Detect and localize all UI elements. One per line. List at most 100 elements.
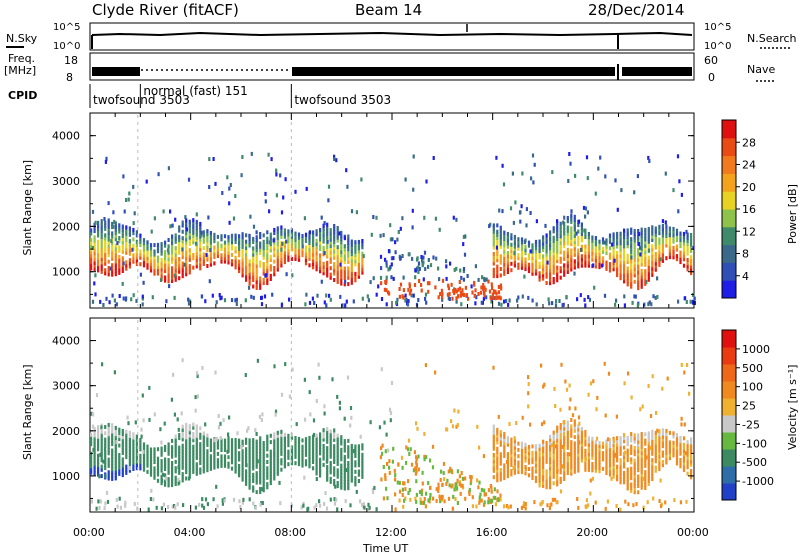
echo-cell [100,257,103,262]
echo-cell [218,293,221,297]
echo-cell [480,300,483,305]
echo-cell [463,252,467,257]
echo-cell [100,250,103,255]
echo-cell [160,449,163,454]
echo-cell [167,266,170,271]
echo-cell [647,302,650,307]
echo-cell [455,289,458,294]
echo-cell [195,446,198,451]
echo-cell [542,471,545,476]
echo-cell [269,254,272,259]
echo-cell [665,428,668,433]
echo-cell [209,259,212,264]
echo-cell [563,458,566,462]
echo-cell [350,209,354,214]
echo-cell [437,266,440,271]
echo-cell [647,472,650,477]
echo-cell [422,277,425,282]
echo-cell [545,239,548,244]
echo-cell [214,370,217,375]
echo-cell [255,241,258,246]
echo-cell [598,261,601,266]
echo-cell [577,452,580,457]
echo-cell [104,459,107,464]
echo-cell [234,246,237,251]
echo-cell [521,294,524,299]
echo-cell [91,246,94,250]
echo-cell [601,466,605,471]
echo-cell [121,269,124,273]
echo-cell [336,251,339,256]
echo-cell [312,453,315,458]
echo-cell [105,156,108,161]
echo-cell [255,270,258,275]
echo-cell [573,221,576,226]
echo-cell [287,455,290,460]
echo-cell [591,251,594,256]
echo-cell [682,235,686,240]
echo-cell [188,427,191,432]
echo-cell [156,255,160,260]
echo-cell [573,457,576,462]
echo-cell [326,471,329,476]
echo-cell [492,440,495,445]
echo-cell [171,256,174,261]
echo-cell [637,442,640,447]
echo-cell [615,298,618,303]
echo-cell [104,223,107,228]
echo-cell [616,474,619,479]
echo-cell [93,257,96,262]
echo-cell [234,441,237,446]
echo-cell [649,414,653,418]
echo-cell [451,296,454,301]
echo-cell [509,206,513,211]
echo-cell [121,428,124,433]
echo-cell [675,257,679,262]
echo-cell [241,442,244,447]
echo-cell [661,450,664,455]
echo-cell [668,229,671,234]
echo-cell [402,504,405,509]
echo-cell [199,451,202,456]
echo-cell [485,295,488,300]
echo-cell [594,236,597,240]
echo-cell [637,490,640,495]
echo-cell [128,239,131,244]
echo-cell [563,473,566,478]
echo-cell [329,429,332,434]
echo-cell [343,247,346,252]
echo-cell [686,245,689,250]
echo-cell [245,475,248,480]
echo-cell [538,466,541,470]
echo-cell [640,432,643,436]
echo-cell [316,293,319,298]
echo-cell [566,442,569,447]
echo-cell [608,453,612,458]
echo-cell [202,453,205,458]
echo-cell [392,446,395,451]
echo-cell [686,455,689,460]
echo-cell [272,238,275,243]
echo-cell [262,239,265,244]
echo-cell [542,446,545,450]
echo-cell [290,448,293,453]
echo-cell [252,240,255,244]
echo-cell [344,303,347,308]
echo-cell [240,173,243,178]
echo-cell [640,441,643,446]
echo-cell [637,439,640,444]
echo-cell [455,299,458,304]
echo-cell [280,439,283,444]
echo-cell [545,469,548,474]
echo-cell [546,503,549,508]
echo-cell [517,240,520,245]
echo-cell [448,483,451,488]
y-axis-title: Slant Range [km] [21,160,34,256]
echo-cell [633,257,636,262]
echo-cell [266,265,269,270]
echo-cell [573,246,576,251]
echo-cell [559,269,562,274]
echo-cell [369,420,372,425]
echo-cell [566,458,569,463]
echo-cell [111,442,114,447]
